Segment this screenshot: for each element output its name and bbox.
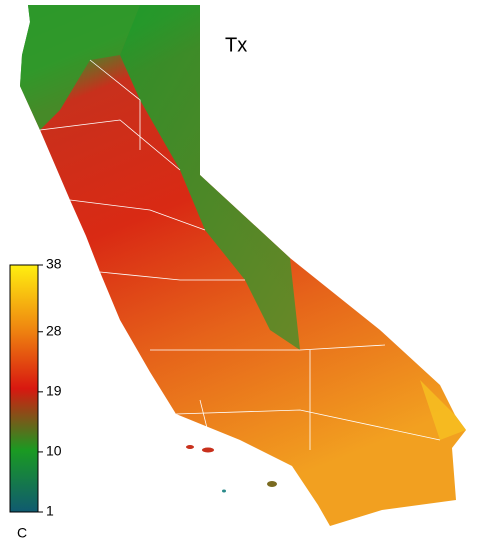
north-coast-region (20, 5, 140, 130)
colorbar-tick-label: 19 (46, 383, 62, 399)
colorbar-unit: C (17, 525, 27, 541)
colorbar-tick-label: 28 (46, 322, 62, 338)
colorbar-tick-label: 1 (46, 503, 54, 519)
map-title: Tx (225, 34, 247, 56)
mountain-region (120, 5, 300, 350)
colorbar-tick-label: 10 (46, 443, 62, 459)
colorbar-tick-label: 38 (46, 256, 62, 272)
islands (186, 445, 277, 493)
county-lines (39, 59, 441, 521)
colorbar (9, 264, 39, 513)
colorbar-ticks: 38 28 19 10 1 (38, 256, 62, 519)
desert-hot-spot (420, 380, 466, 440)
